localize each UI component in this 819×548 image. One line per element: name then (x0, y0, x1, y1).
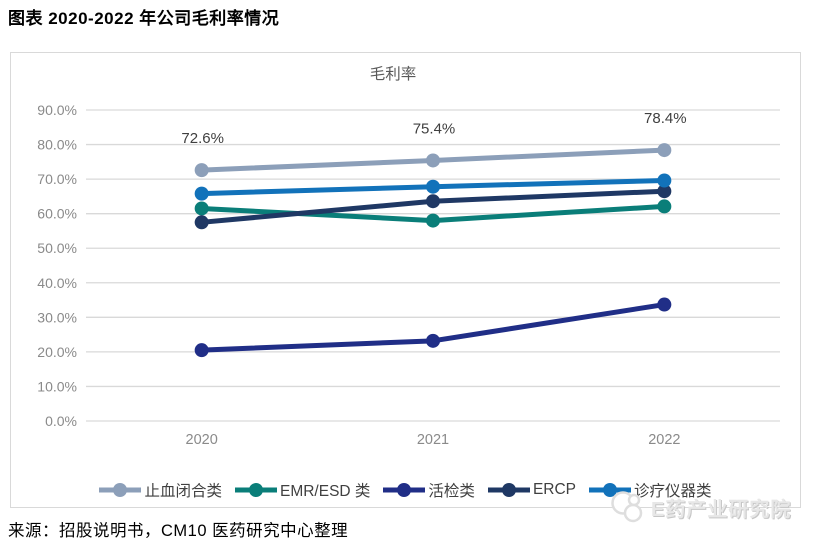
legend-marker-icon (589, 483, 632, 497)
data-point (194, 163, 209, 178)
y-tick-label: 50.0% (37, 240, 77, 256)
legend-marker-icon (383, 483, 426, 497)
chart-title: 毛利率 (370, 65, 417, 83)
data-label: 72.6% (181, 130, 224, 147)
line-chart: 毛利率 0.0% 10.0% 20.0% 30.0% 40.0% 50.0% 60.0% 70.… (37, 65, 780, 448)
data-label: 78.4% (644, 110, 687, 127)
source-note: 来源：招股说明书，CM10 医药研究中心整理 (8, 522, 349, 540)
legend-label: 活检类 (428, 483, 475, 500)
data-label: 75.4% (413, 120, 456, 137)
legend-label: EMR/ESD 类 (279, 483, 371, 500)
x-tick-label: 2021 (417, 432, 449, 448)
figure-title: 图表 2020-2022 年公司毛利率情况 (8, 9, 280, 28)
x-tick-label: 2020 (186, 432, 218, 448)
data-point (426, 194, 440, 209)
data-point (657, 143, 672, 158)
legend-marker-icon (234, 483, 277, 497)
data-point (194, 215, 209, 230)
legend-marker-icon (487, 483, 530, 497)
chart-frame: 毛利率 0.0% 10.0% 20.0% 30.0% 40.0% 50.0% 60.0% 70.… (10, 52, 801, 508)
legend-marker-icon (99, 483, 142, 497)
data-point (657, 199, 672, 214)
data-point (194, 201, 209, 216)
y-tick-label: 60.0% (37, 206, 77, 222)
data-point (194, 186, 209, 201)
chart-legend: 止血闭合类 EMR/ESD 类 活检类 ERCP 诊疗仪器类 (11, 474, 800, 506)
y-tick-label: 80.0% (37, 137, 77, 153)
y-tick-label: 90.0% (37, 102, 77, 118)
publisher-watermark: E药产业研究院 (606, 490, 791, 524)
y-tick-label: 40.0% (37, 275, 77, 291)
legend-item: 止血闭合类 (99, 479, 222, 501)
data-point (426, 333, 440, 348)
cloud-logo-icon (611, 491, 643, 523)
legend-item: ERCP (487, 481, 577, 499)
y-tick-label: 20.0% (37, 344, 77, 360)
legend-item: EMR/ESD 类 (234, 479, 371, 501)
data-point (657, 297, 672, 312)
x-tick-label: 2022 (648, 432, 680, 448)
legend-label: 止血闭合类 (144, 483, 222, 500)
data-point (426, 179, 440, 194)
y-tick-label: 30.0% (37, 309, 77, 325)
legend-item: 诊疗仪器类 (589, 479, 712, 501)
legend-label: 诊疗仪器类 (634, 483, 712, 500)
data-point (657, 173, 672, 188)
data-point (657, 184, 672, 199)
y-tick-label: 10.0% (37, 378, 77, 394)
data-point (194, 343, 209, 358)
legend-item: 活检类 (383, 479, 475, 501)
y-tick-label: 70.0% (37, 171, 77, 187)
y-tick-label: 0.0% (45, 413, 77, 429)
legend-label: ERCP (532, 481, 577, 498)
data-point (426, 153, 440, 168)
publisher-watermark-text: E药产业研究院 (651, 498, 792, 521)
data-point (426, 213, 440, 228)
